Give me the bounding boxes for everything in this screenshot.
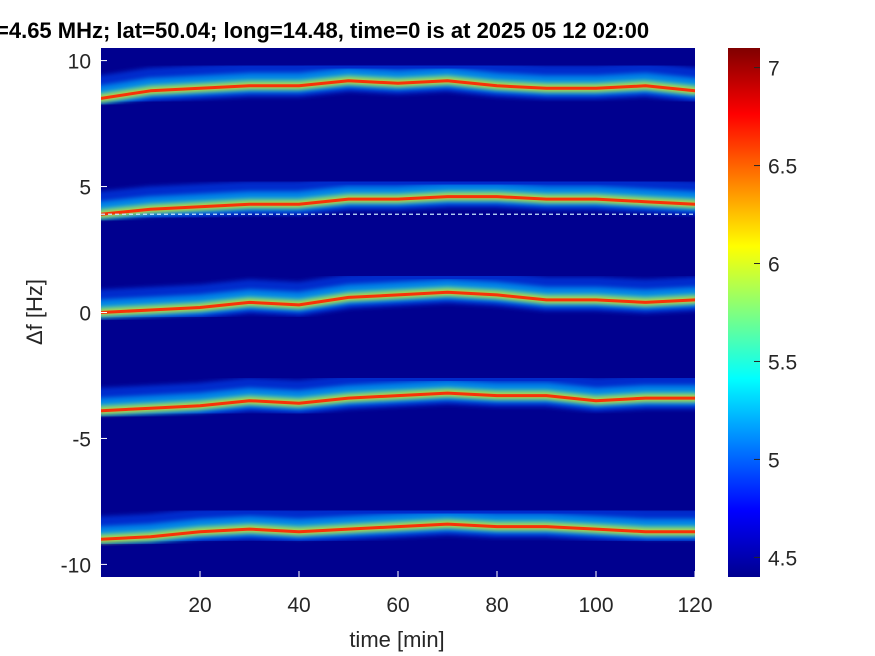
trace-2	[101, 173, 695, 226]
y-tick-label: 5	[79, 177, 91, 200]
trace-5	[101, 501, 695, 551]
trace-3-layer-5	[101, 290, 695, 314]
trace-1-layer-5	[101, 79, 695, 100]
y-axis-ticks: 10 5 0 -5 -10	[61, 51, 107, 577]
spectrogram-traces	[101, 57, 695, 551]
x-tick-label: 20	[188, 594, 211, 617]
trace-3	[101, 269, 695, 324]
y-tick-label: 0	[79, 303, 91, 326]
x-axis-label: time [min]	[349, 627, 444, 652]
x-tick-label: 80	[485, 594, 508, 617]
x-tick-label: 40	[287, 594, 310, 617]
colorbar-tick-label: 6.5	[768, 156, 797, 179]
y-tick-label: -5	[72, 428, 91, 451]
chart-title: =4.65 MHz; lat=50.04; long=14.48, time=0…	[0, 18, 649, 43]
x-tick-label: 60	[386, 594, 409, 617]
colorbar-tick-label: 5	[768, 449, 780, 472]
y-axis-label: Δf [Hz]	[22, 279, 47, 345]
colorbar-tick-label: 5.5	[768, 351, 797, 374]
colorbar	[728, 48, 760, 577]
x-tick-label: 100	[578, 594, 613, 617]
trace-4-layer-5	[101, 391, 695, 413]
colorbar-ticks: 7 6.5 6 5.5 5 4.5	[754, 58, 797, 570]
colorbar-tick-label: 4.5	[768, 547, 797, 570]
colorbar-tick-label: 6	[768, 254, 780, 277]
colorbar-tick-label: 7	[768, 58, 780, 81]
x-axis-ticks: 20 40 60 80 100 120	[188, 571, 713, 617]
trace-2-layer-5	[101, 195, 695, 216]
trace-4	[101, 370, 695, 422]
x-tick-label: 120	[677, 594, 712, 617]
y-tick-label: 10	[68, 51, 91, 74]
y-tick-label: -10	[61, 554, 91, 577]
trace-5-layer-5	[101, 522, 695, 541]
trace-1	[101, 57, 695, 110]
